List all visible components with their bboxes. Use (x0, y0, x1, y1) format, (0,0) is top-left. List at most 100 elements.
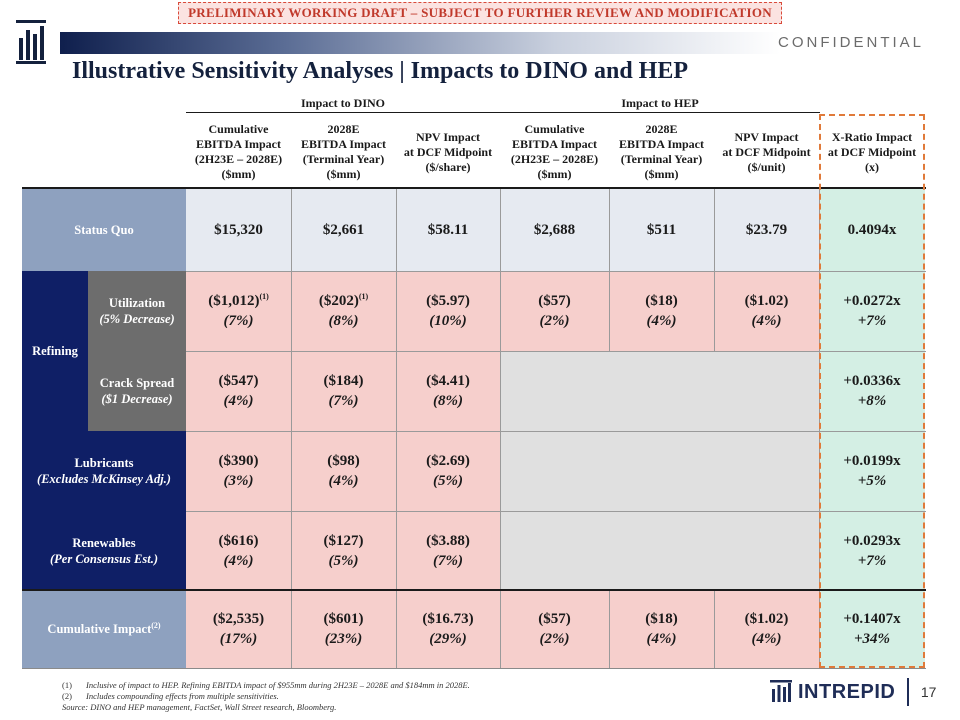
column-header-line: Cumulative (208, 122, 269, 136)
cell-percent: (7%) (328, 393, 359, 409)
data-cell: ($1,012)(1) (7%) (186, 271, 291, 351)
intrepid-mark-icon (770, 680, 792, 702)
data-cell: ($547) (4%) (186, 351, 291, 431)
data-cell: $511 (609, 188, 714, 271)
data-cell: +0.0272x +7% (819, 271, 925, 351)
data-cell: ($616) (4%) (186, 511, 291, 590)
cell-percent: +8% (857, 393, 887, 409)
cell-value: ($4.41) (426, 373, 470, 389)
cell-value: ($547) (218, 373, 259, 389)
cell-value: +0.0199x (843, 453, 901, 469)
row-label-text: Cumulative Impact(2) (47, 620, 161, 636)
table-top-rule (22, 187, 926, 189)
cell-percent: (23%) (324, 631, 363, 647)
cell-value: ($184) (323, 373, 364, 389)
data-cell: ($5.97) (10%) (396, 271, 500, 351)
column-header-line: at DCF Midpoint (827, 144, 917, 159)
data-cell: ($4.41) (8%) (396, 351, 500, 431)
grid-line (714, 590, 715, 668)
cell-percent: (2%) (539, 313, 570, 329)
column-header-line: ($mm) (537, 167, 572, 181)
data-cell: ($127) (5%) (291, 511, 396, 590)
column-header-line: NPV Impact (734, 129, 799, 144)
data-cell: ($1.02) (4%) (714, 590, 819, 668)
footnote-mark: (1) (358, 292, 369, 301)
header-band (60, 32, 960, 54)
cell-value: $2,688 (533, 221, 576, 238)
column-header-line: 2028E (645, 122, 678, 136)
grid-line (186, 590, 926, 591)
row-label-text: Crack Spread (99, 376, 175, 390)
data-cell: $23.79 (714, 188, 819, 271)
grid-line (186, 271, 926, 272)
column-header-line: at DCF Midpoint (403, 144, 493, 159)
cell-value: ($1.02) (744, 611, 789, 627)
row-label-text: Utilization (108, 296, 166, 310)
data-cell: ($2.69) (5%) (396, 431, 500, 511)
row-label-sub: (Excludes McKinsey Adj.) (37, 472, 171, 486)
row-label-text: Status Quo (74, 222, 134, 237)
cell-percent: (8%) (433, 393, 463, 409)
data-cell: ($16.73) (29%) (396, 590, 500, 668)
data-cell: ($202)(1) (8%) (291, 271, 396, 351)
hep-blank-area (500, 351, 819, 590)
cell-value: ($202)(1) (318, 292, 369, 310)
cell-percent: +7% (857, 552, 887, 569)
cell-value: ($127) (323, 532, 364, 549)
cell-value: ($57) (538, 611, 571, 627)
row-label-crack-spread: Crack Spread ($1 Decrease) (88, 351, 186, 431)
cell-value: +0.1407x (843, 611, 901, 627)
column-header: NPV Impact at DCF Midpoint ($/share) (396, 118, 500, 186)
table-bottom-rule (22, 668, 926, 669)
cell-percent: (5%) (328, 552, 359, 569)
cell-value: ($5.97) (426, 293, 470, 309)
cell-value: ($390) (218, 453, 259, 469)
data-cell: $15,320 (186, 188, 291, 271)
confidential-label: CONFIDENTIAL (777, 34, 924, 51)
column-header-line: EBITDA Impact (618, 137, 704, 151)
cell-value: ($3.88) (426, 532, 470, 549)
data-cell: $2,661 (291, 188, 396, 271)
column-header-line: (Terminal Year) (620, 152, 703, 166)
cell-value: ($98) (327, 453, 360, 469)
row-label-sub: ($1 Decrease) (101, 392, 173, 406)
cell-percent: (4%) (223, 552, 254, 569)
footnote-mark: (1) (259, 292, 269, 301)
cell-value: ($2,535) (212, 611, 265, 627)
brand-name: INTREPID (798, 680, 896, 703)
grid-line (819, 188, 820, 668)
cell-percent: (4%) (223, 393, 254, 409)
grid-line (186, 511, 926, 512)
cell-value: ($18) (645, 293, 678, 309)
data-cell: ($18) (4%) (609, 271, 714, 351)
cell-value: +0.0272x (843, 293, 901, 309)
cell-value: 0.4094x (847, 221, 897, 238)
data-cell: $58.11 (396, 188, 500, 271)
data-cell: ($601) (23%) (291, 590, 396, 668)
column-header-line: EBITDA Impact (300, 137, 386, 151)
row-label-utilization: Utilization (5% Decrease) (88, 271, 186, 351)
row-label-status-quo: Status Quo (22, 188, 186, 271)
cell-percent: (10%) (429, 313, 467, 329)
draft-banner: PRELIMINARY WORKING DRAFT – SUBJECT TO F… (178, 2, 782, 24)
cell-percent: +34% (853, 631, 891, 647)
row-label-sub: (5% Decrease) (99, 312, 175, 326)
data-cell: ($390) (3%) (186, 431, 291, 511)
column-header-line: ($mm) (644, 167, 679, 181)
column-header-line: NPV Impact (415, 129, 481, 144)
cell-percent: (3%) (223, 473, 254, 489)
cell-value: $2,661 (322, 221, 365, 238)
grid-line (396, 188, 397, 668)
footnotes: (1) Inclusive of impact to HEP. Refining … (62, 680, 470, 712)
column-header-line: EBITDA Impact (511, 137, 597, 151)
grid-line (609, 590, 610, 668)
cell-percent: (4%) (646, 631, 677, 647)
cell-percent: (7%) (223, 313, 254, 329)
row-label-sub: (Per Consensus Est.) (49, 551, 158, 566)
cell-value: +0.0336x (843, 373, 901, 389)
grid-line (186, 351, 926, 352)
data-cell: +0.1407x +34% (819, 590, 925, 668)
cell-value: $15,320 (214, 221, 263, 238)
cell-percent: (4%) (646, 313, 677, 329)
page-number: 17 (920, 684, 937, 700)
